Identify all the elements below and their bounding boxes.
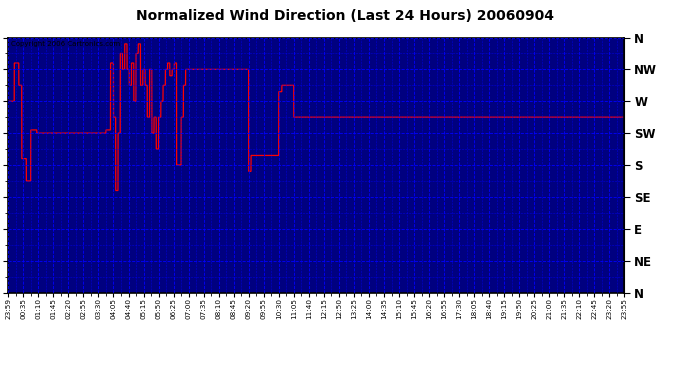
Text: Copyright 2006 Cartronics.com: Copyright 2006 Cartronics.com bbox=[11, 41, 121, 47]
Text: Normalized Wind Direction (Last 24 Hours) 20060904: Normalized Wind Direction (Last 24 Hours… bbox=[136, 9, 554, 23]
